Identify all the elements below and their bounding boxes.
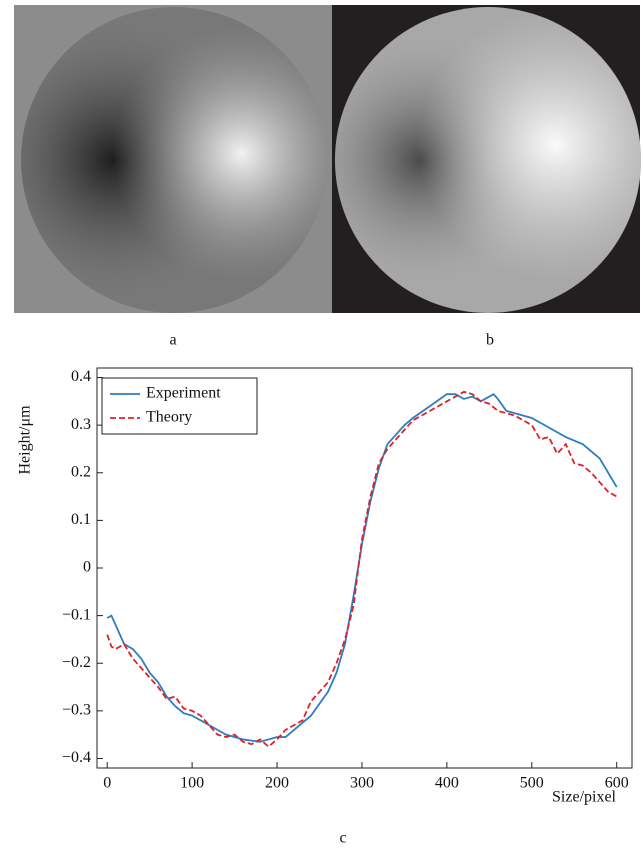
x-tick-label: 200 [265,775,289,792]
panel-label: b [486,332,494,349]
y-tick-label: 0 [83,559,91,576]
x-tick-label: 0 [103,775,111,792]
line-series [106,390,618,748]
y-tick-label: −0.3 [62,702,91,719]
y-tick-label: 0.1 [71,511,91,528]
panel-label: a [169,332,176,349]
y-axis-label: Height/μm [17,405,34,475]
panel-label: c [339,830,346,847]
x-tick-label: 300 [350,775,374,792]
x-axis-label: Size/pixel [552,789,617,806]
legend-label: Theory [146,409,192,426]
line-series [106,393,618,743]
x-tick-label: 100 [180,775,204,792]
y-tick-label: −0.1 [62,606,91,623]
x-tick-label: 400 [435,775,459,792]
x-tick-label: 600 [605,775,629,792]
legend-label: Experiment [146,385,221,402]
legend-box [101,377,258,435]
y-tick-label: 0.3 [71,416,91,433]
y-tick-label: −0.2 [62,654,91,671]
y-tick-label: −0.4 [62,749,91,766]
x-tick-label: 500 [520,775,544,792]
panel-a-image [14,5,332,313]
y-tick-label: 0.2 [71,463,91,480]
panel-b-image [332,5,641,313]
y-tick-label: 0.4 [71,368,91,385]
